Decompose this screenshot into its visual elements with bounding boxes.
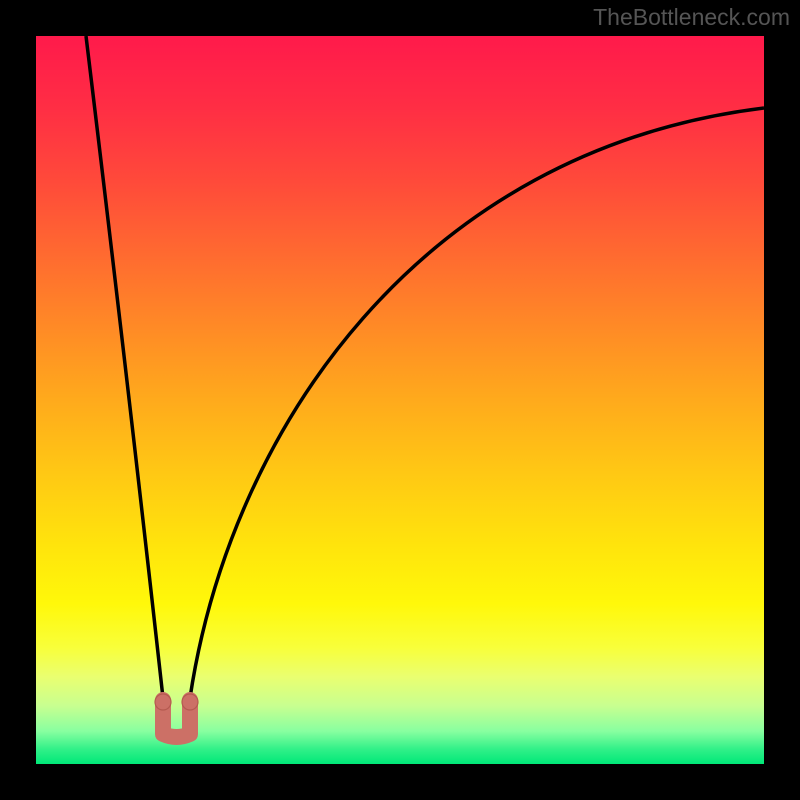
watermark-text: TheBottleneck.com <box>593 4 790 31</box>
background-gradient <box>36 36 764 764</box>
valley-dot-left <box>155 694 171 710</box>
valley-dot-right <box>182 694 198 710</box>
bottleneck-curve-chart <box>0 0 800 800</box>
